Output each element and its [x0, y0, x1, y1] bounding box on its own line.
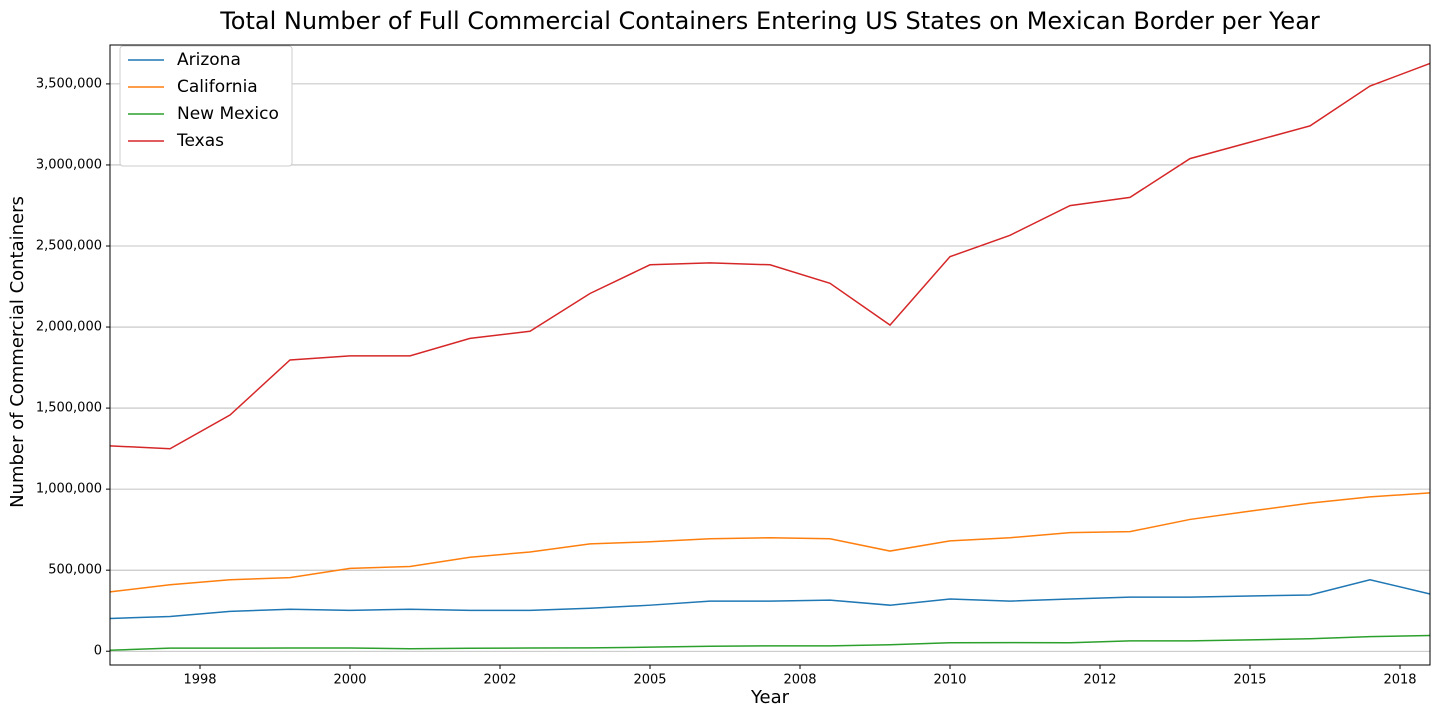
legend-label: New Mexico — [177, 104, 279, 124]
y-tick-label: 2,000,000 — [36, 320, 102, 335]
y-tick-label: 2,500,000 — [36, 238, 102, 253]
x-tick-label: 2018 — [1383, 673, 1416, 688]
x-tick-label: 2015 — [1233, 673, 1266, 688]
x-tick-label: 2000 — [333, 673, 366, 688]
x-tick-label: 2002 — [483, 673, 516, 688]
x-tick-label: 2008 — [783, 673, 816, 688]
legend-box — [119, 45, 293, 167]
y-axis-label: Number of Commercial Containers — [7, 196, 28, 508]
legend-label: Arizona — [177, 50, 241, 70]
y-tick-label: 3,500,000 — [36, 76, 102, 91]
line — [109, 634, 1431, 651]
chart-title: Total Number of Full Commercial Containe… — [219, 7, 1320, 35]
y-tick-label: 3,000,000 — [36, 157, 102, 172]
x-axis-label: Year — [750, 687, 790, 708]
line — [109, 492, 1431, 593]
x-tick-label: 1998 — [183, 673, 216, 688]
legend-label: Texas — [176, 131, 224, 151]
line — [109, 62, 1431, 450]
y-tick-label: 1,500,000 — [36, 401, 102, 416]
line — [109, 578, 1431, 620]
x-tick-label: 2005 — [633, 673, 666, 688]
y-tick-label: 500,000 — [48, 563, 102, 578]
plot-frame — [109, 44, 1431, 666]
y-tick-label: 1,000,000 — [36, 482, 102, 497]
x-tick-label: 2010 — [933, 673, 966, 688]
legend-label: California — [177, 77, 258, 97]
x-tick-label: 2012 — [1083, 673, 1116, 688]
y-tick-label: 0 — [94, 644, 102, 659]
